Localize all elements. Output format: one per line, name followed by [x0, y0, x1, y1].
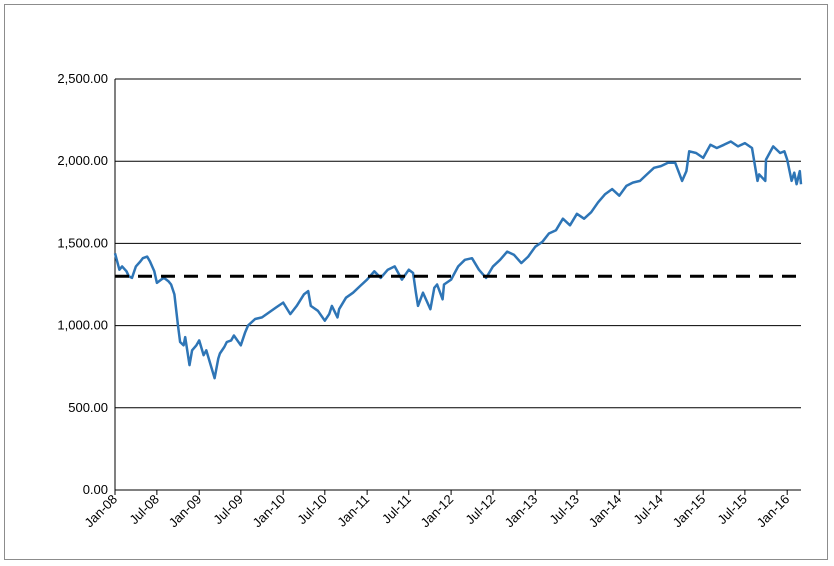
x-tick-label: Jan-15	[670, 492, 709, 531]
y-tick-label: 500.00	[68, 400, 108, 415]
y-tick-label: 1,000.00	[57, 318, 108, 333]
chart-frame	[4, 4, 828, 560]
y-tick-label: 2,500.00	[57, 71, 108, 86]
series-layer	[113, 140, 803, 380]
y-tick-label: 0.00	[83, 482, 108, 497]
y-tick-label: 2,000.00	[57, 153, 108, 168]
x-tick-label: Jul-09	[210, 492, 246, 528]
x-tick-label: Jul-10	[294, 492, 330, 528]
x-axis-ticks: Jan-08 Jul-08 Jan-09 Jul-09 Jan-10 Jul-10 Jan-…	[81, 490, 792, 530]
y-tick-label: 1,500.00	[57, 235, 108, 250]
x-tick-label: Jul-13	[546, 492, 582, 528]
x-tick-label: Jul-14	[630, 492, 666, 528]
x-tick-label: Jul-15	[714, 492, 750, 528]
x-tick-label: Jul-08	[126, 492, 162, 528]
x-tick-label: Jan-14	[586, 492, 625, 531]
x-tick-label: Jul-12	[462, 492, 498, 528]
x-tick-label: Jan-12	[418, 492, 457, 531]
x-tick-label: Jan-13	[502, 492, 541, 531]
y-axis-ticks: 0.00 500.00 1,000.00 1,500.00 2,000.00 2,500.…	[57, 71, 108, 497]
axes	[114, 79, 801, 491]
x-tick-label: Jan-16	[754, 492, 793, 531]
x-tick-label: Jul-11	[379, 492, 414, 527]
series-line	[113, 140, 803, 380]
x-tick-label: Jan-09	[166, 492, 205, 531]
x-tick-label: Jan-11	[334, 492, 372, 530]
x-tick-label: Jan-08	[81, 492, 120, 531]
x-tick-label: Jan-10	[250, 492, 289, 531]
